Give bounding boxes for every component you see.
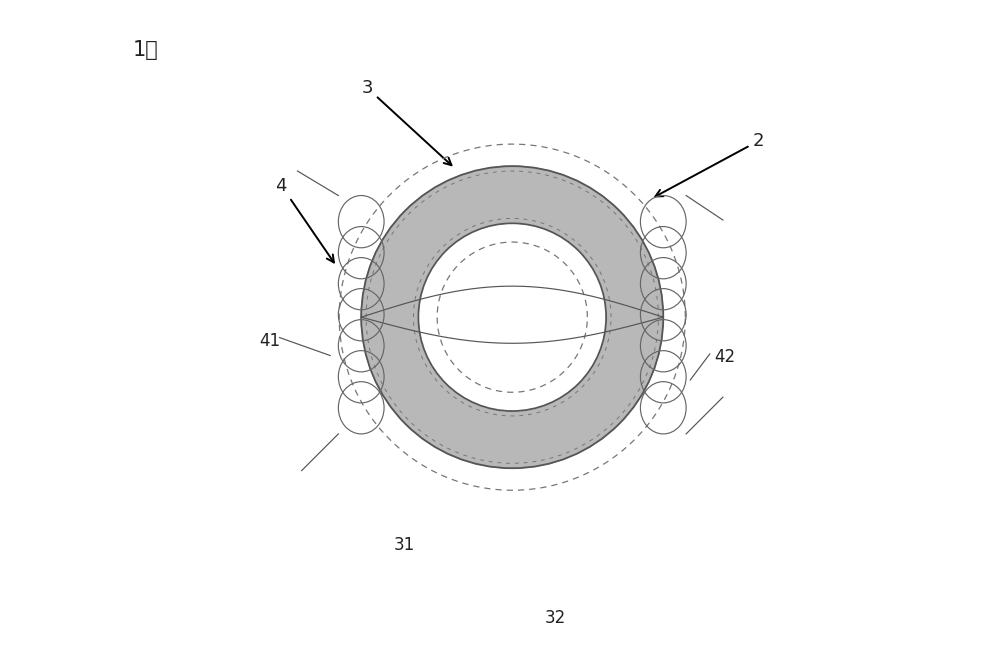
Text: 3: 3 (361, 79, 451, 165)
Text: 1、: 1、 (133, 39, 158, 59)
Circle shape (361, 166, 663, 468)
Text: 41: 41 (259, 331, 280, 350)
Text: 32: 32 (545, 610, 566, 628)
Text: 42: 42 (714, 348, 735, 366)
Circle shape (418, 223, 606, 411)
Text: 31: 31 (394, 536, 415, 554)
Text: 4: 4 (275, 177, 334, 263)
Text: 2: 2 (655, 131, 765, 197)
